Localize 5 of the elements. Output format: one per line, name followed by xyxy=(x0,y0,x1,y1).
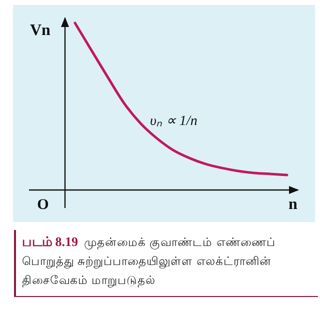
annotation: υₙ ∝ 1/n xyxy=(150,114,198,129)
x-axis-title: n xyxy=(288,196,298,213)
text: O xyxy=(37,197,49,213)
y-axis-title: Vn xyxy=(30,22,51,39)
text: படம் 8.19 xyxy=(22,234,78,249)
